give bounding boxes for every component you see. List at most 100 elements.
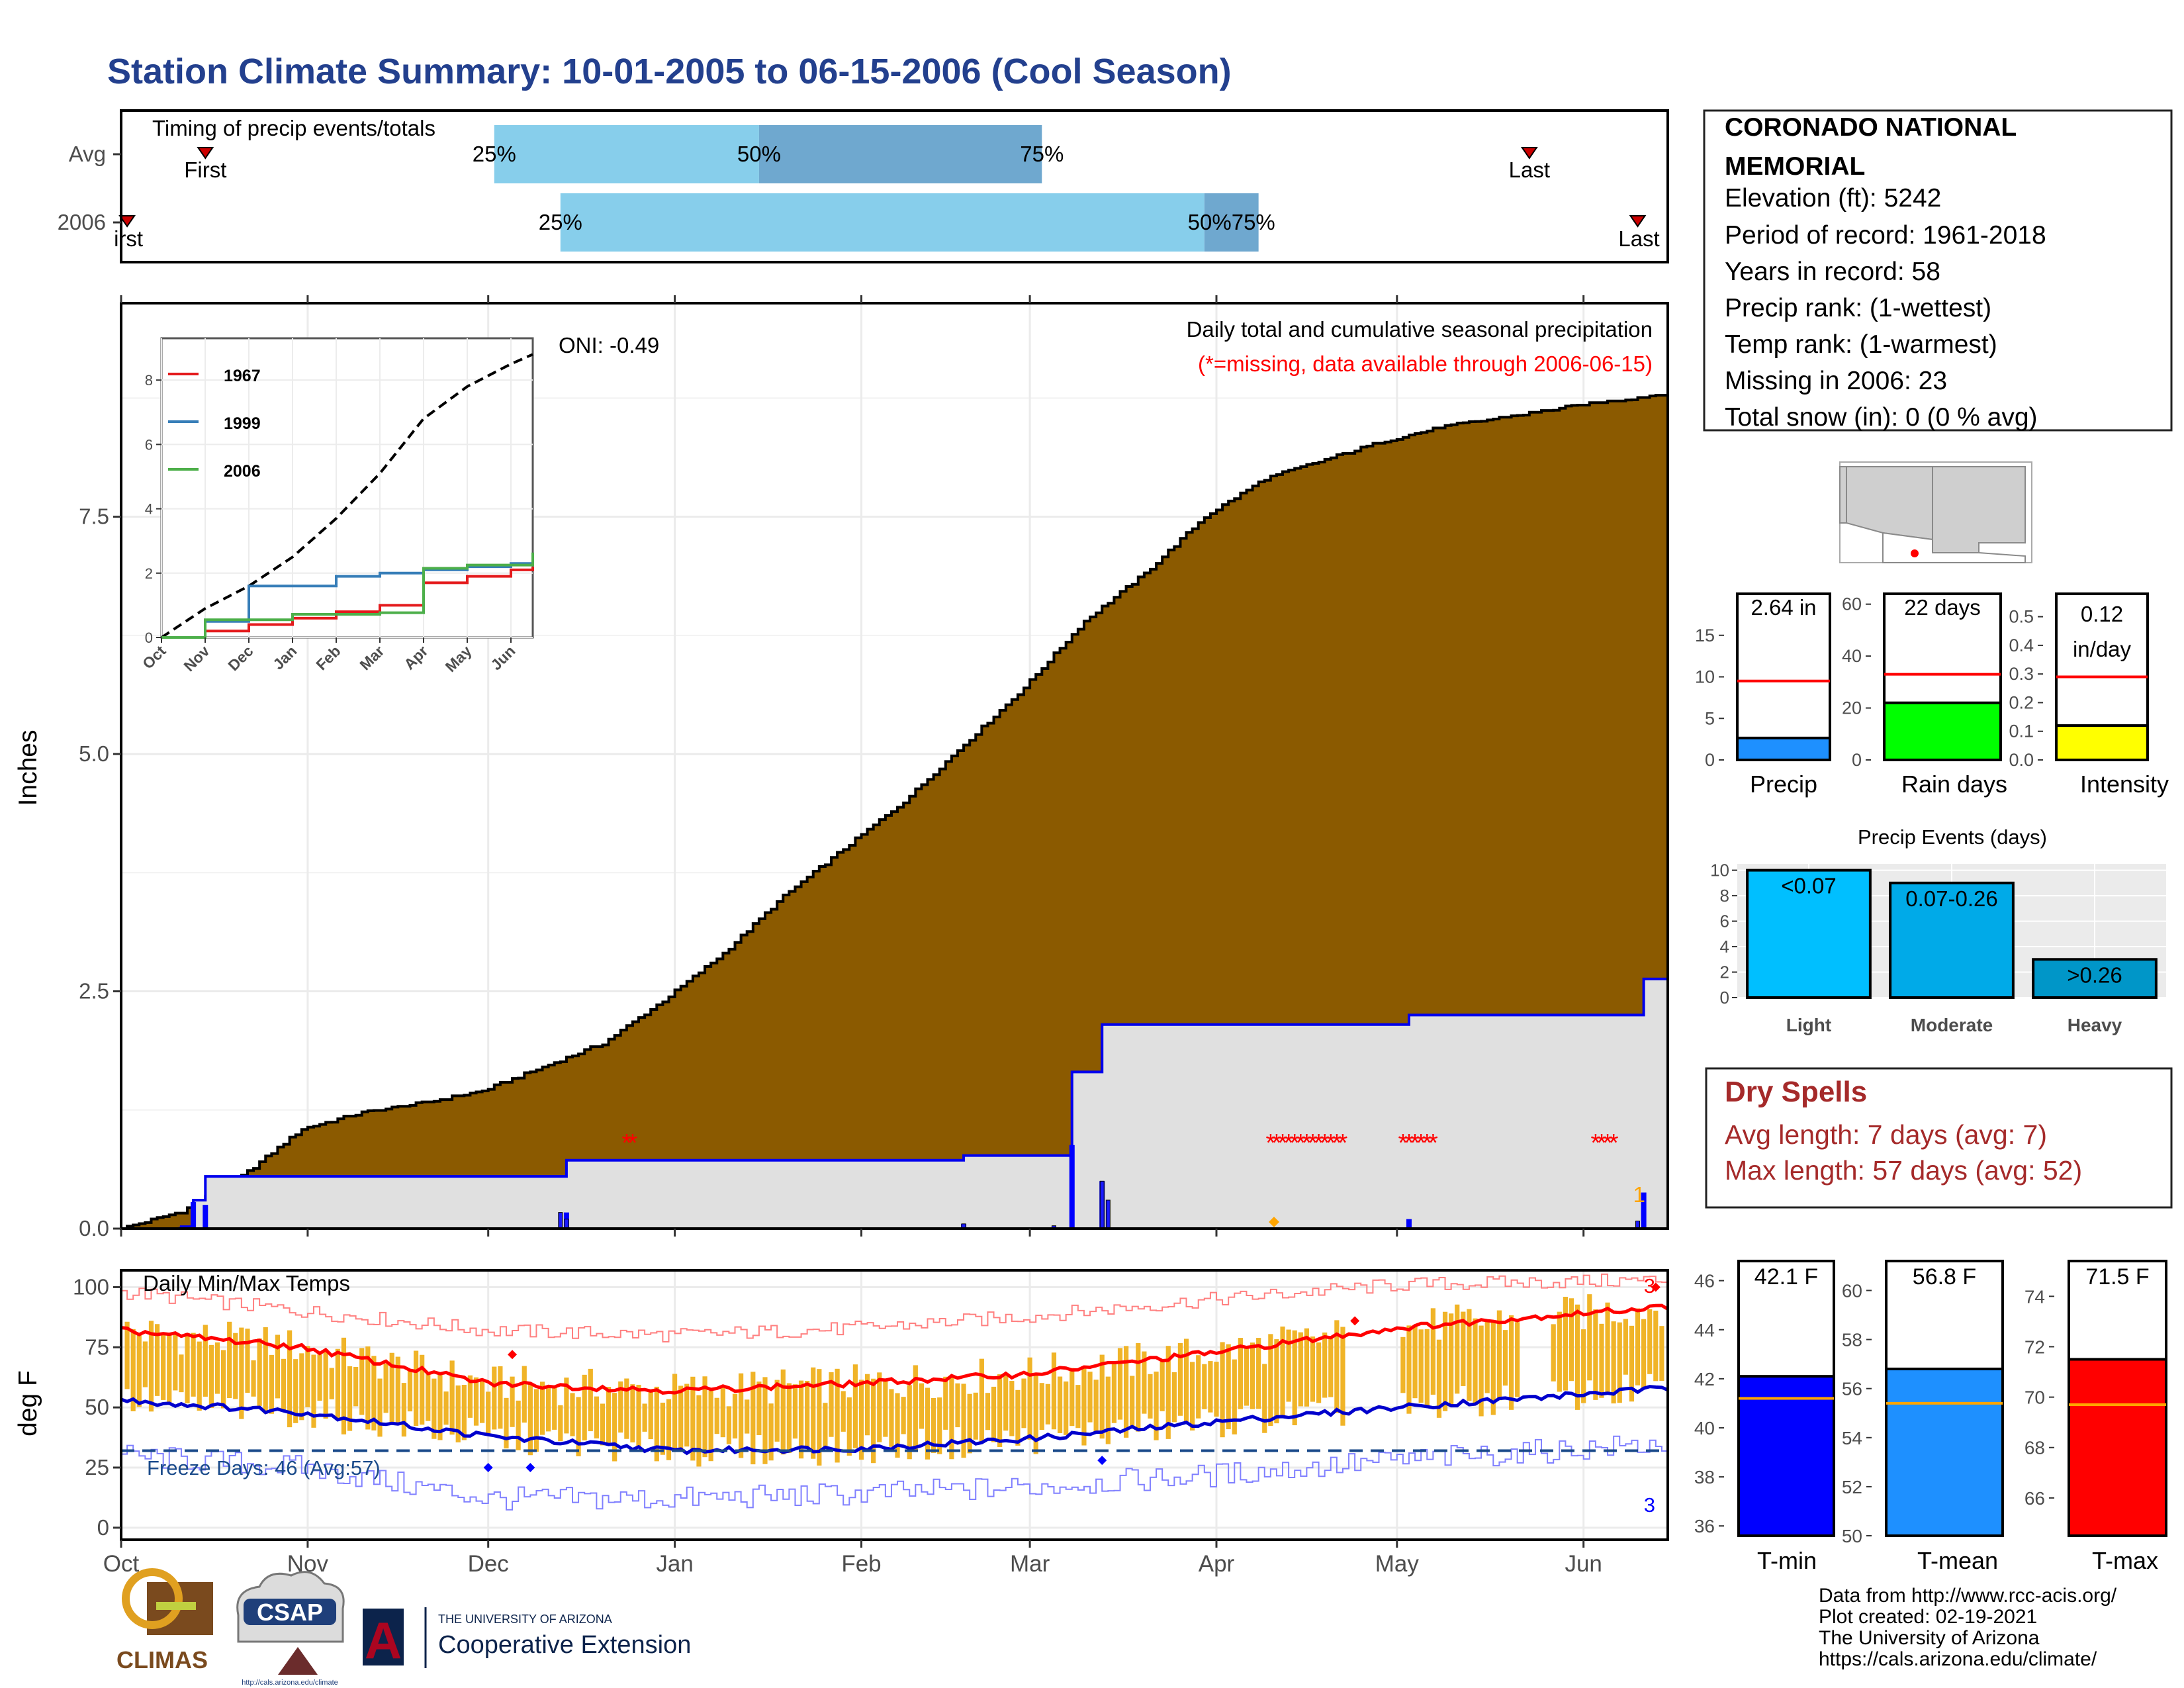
precip-ytick-label-0: 0.0 <box>79 1216 109 1241</box>
dry-spells-avg: Avg length: 7 days (avg: 7) <box>1725 1119 2047 1150</box>
avg-cumulative-area <box>121 393 1669 1230</box>
temp-day-bar <box>576 1397 581 1456</box>
temp-day-bar <box>1190 1362 1195 1430</box>
oni-label: ONI: -0.49 <box>559 333 659 357</box>
timing-2006-last-marker <box>1629 215 1647 228</box>
ua-logo-small: THE UNIVERSITY OF ARIZONA <box>438 1613 612 1626</box>
temp-day-bar <box>365 1346 371 1430</box>
timing-2006-p25-label: 25% <box>539 210 582 234</box>
dry-spells-max: Max length: 57 days (avg: 52) <box>1725 1155 2082 1186</box>
legend-label-1967: 1967 <box>224 367 261 385</box>
temp-ytick-label-100: 100 <box>73 1274 109 1299</box>
inset-line-1999 <box>161 562 533 639</box>
temp-day-bar <box>678 1385 684 1452</box>
station-years: Years in record: 58 <box>1725 258 1940 286</box>
temp-day-bar <box>1003 1376 1009 1431</box>
temp-summary-ytick-label: 46 <box>1694 1271 1715 1291</box>
temp-ytick-label-25: 25 <box>85 1455 109 1479</box>
temp-day-bar <box>858 1380 864 1460</box>
temp-day-bar <box>233 1333 238 1399</box>
missing-marker: * <box>1320 1129 1330 1157</box>
temp-day-bar <box>305 1346 310 1407</box>
events-bar-label-Moderate: 0.07-0.26 <box>1905 886 1997 911</box>
temp-day-bar <box>311 1354 316 1428</box>
temp-day-bar <box>486 1391 491 1434</box>
ua-logo-letter: A <box>365 1611 402 1669</box>
stat-label-Intensity: Intensity <box>2080 771 2169 798</box>
precip-y-axis: 0.0 2.5 5.0 7.5 <box>79 504 121 1241</box>
temp-day-bar <box>558 1405 563 1442</box>
temp-day-bar <box>1280 1326 1285 1416</box>
temp-summary-label-T-min: T-min <box>1757 1547 1817 1574</box>
temp-day-bar <box>1093 1380 1099 1433</box>
missing-marker: * <box>1422 1129 1432 1157</box>
missing-marker: * <box>1410 1129 1420 1157</box>
timing-avg-p75-label: 75% <box>1020 142 1064 166</box>
temp-day-bar <box>449 1360 455 1435</box>
timing-avg-p50-label: 50% <box>737 142 781 166</box>
temp-day-bar <box>1177 1342 1183 1416</box>
timing-row-avg: Avg <box>69 142 106 166</box>
csap-logo-badge <box>244 1599 336 1625</box>
temp-day-bar <box>383 1364 388 1413</box>
stat-value-Rain days: 22 days <box>1904 595 1981 620</box>
temp-day-bar <box>1051 1352 1057 1430</box>
temp-day-bar <box>1238 1338 1243 1409</box>
temp-day-bar <box>991 1386 997 1442</box>
missing-marker: * <box>1308 1129 1318 1157</box>
temp-day-bar <box>660 1402 666 1455</box>
timing-2006-bar-25-50 <box>560 193 1205 252</box>
climas-logo-ring <box>122 1568 183 1629</box>
temp-day-bar <box>371 1356 377 1430</box>
precip-header: Daily total and cumulative seasonal prec… <box>1187 317 1653 342</box>
temp-label: Daily Min/Max Temps <box>143 1271 350 1295</box>
temp-summary-ytick-label: 58 <box>1842 1330 1862 1350</box>
daily-precip-bars <box>178 1145 1647 1229</box>
events-bar-Heavy <box>2032 958 2158 1000</box>
temp-day-bar <box>263 1327 268 1414</box>
temp-summary-ytick-label: 68 <box>2025 1438 2045 1458</box>
temp-day-bar <box>287 1330 293 1428</box>
page-title: Station Climate Summary: 10-01-2005 to 0… <box>107 52 1232 91</box>
missing-marker: * <box>1284 1129 1294 1157</box>
timing-avg-bar-50-75 <box>758 125 1042 183</box>
record-high-line <box>121 1273 1668 1342</box>
csap-logo-url: http://cals.arizona.edu/climate <box>242 1679 338 1687</box>
month-xtick-label-Oct: Oct <box>103 1551 140 1577</box>
temp-day-bar <box>714 1397 719 1434</box>
timing-2006-first-label: irst <box>114 226 143 251</box>
temp-day-bar <box>257 1338 262 1406</box>
temp-day-bar <box>480 1382 485 1423</box>
temp-day-bar <box>937 1397 942 1454</box>
temp-day-bar <box>130 1329 136 1411</box>
temp-summary-ytick-label: 40 <box>1694 1418 1715 1438</box>
temp-summary-bars: 36 38 40 42 44 46 42.1 F T-min 50 52 54 56 58 60 56.8 … <box>1694 1260 2167 1574</box>
temp-day-bar <box>1039 1383 1044 1430</box>
temp-plot-bg <box>121 1270 1668 1540</box>
temp-day-bar <box>161 1334 166 1400</box>
timing-avg-last-marker <box>1520 147 1538 160</box>
temp-summary-ytick-label: 66 <box>2025 1488 2045 1509</box>
csap-logo-mountain <box>278 1647 318 1675</box>
temp-day-bar <box>1455 1304 1460 1394</box>
temp-daily-bars <box>124 1294 1664 1467</box>
temp-day-bar <box>600 1403 606 1446</box>
temp-day-bar <box>798 1380 804 1459</box>
temp-day-bar <box>630 1384 635 1442</box>
events-bar-Moderate <box>1889 881 2015 1000</box>
temp-day-bar <box>1340 1327 1345 1426</box>
temp-day-bar <box>1502 1330 1508 1386</box>
record-low-marker <box>483 1462 493 1472</box>
stat-ytick-label: 20 <box>1842 698 1862 718</box>
missing-marker: * <box>1428 1129 1438 1157</box>
temp-day-bar <box>1334 1320 1340 1413</box>
temp-day-bar <box>889 1389 894 1447</box>
timing-2006-last-label: Last <box>1618 226 1659 251</box>
climas-logo-wing <box>156 1602 196 1610</box>
stat-ytick-label: 0.1 <box>2009 722 2034 741</box>
inset-lines <box>160 353 534 639</box>
temp-day-bar <box>1473 1318 1478 1405</box>
temp-day-bar <box>1214 1362 1219 1417</box>
temp-ytick-label-75: 75 <box>85 1335 109 1359</box>
